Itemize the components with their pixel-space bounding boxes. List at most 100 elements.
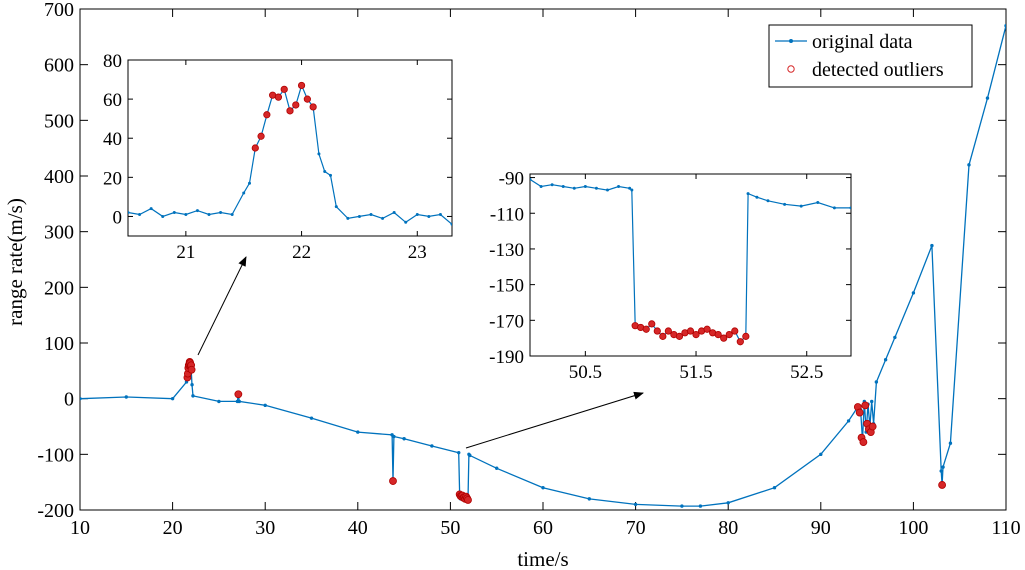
inset-plot-1: 21 22 23 0 20 40 60 80 [103,51,453,263]
main-data-point [846,419,851,423]
main-series-group [80,24,1006,508]
main-data-point [587,497,591,501]
inset1-xtick-label: 21 [176,242,195,263]
main-data-point [468,453,472,458]
inset2-outlier-point [659,332,667,340]
main-data-point [190,383,194,387]
main-ytick-label: 300 [44,222,74,244]
main-data-point [819,452,823,457]
inset2-ytick-label: -90 [499,169,524,190]
inset-plot-2: 50.5 51.5 52.5 -90 -110 -130 -150 -170 -190 [489,169,852,383]
inset2-data-point [583,184,587,188]
legend-label-outliers: detected outliers [812,59,944,81]
inset2-outlier-point [692,330,700,339]
inset1-data-point [427,214,431,218]
inset2-ytick-label: -170 [489,311,524,332]
main-data-point [237,399,241,404]
inset2-ytick-label: -110 [490,204,524,225]
main-ytick-label: 600 [44,55,74,77]
main-data-point [80,396,82,401]
main-data-point [430,444,434,448]
inset2-xtick-label: 52.5 [790,362,823,383]
inset2-outlier-point [642,325,650,333]
main-outlier-point [868,422,877,431]
inset2-outlier-point [648,320,656,328]
inset1-ytick-label: 0 [113,207,123,228]
inset1-data-point [184,212,188,216]
inset2-outlier-point [725,330,733,339]
inset2-outlier-point [714,330,722,339]
inset2-outlier-point [720,334,728,342]
main-data-point [1004,24,1006,28]
arrow-to-inset-1 [197,256,247,356]
inset1-outlier-point [257,132,265,140]
main-ytick-label: 0 [64,389,74,411]
main-xtick-label: 100 [898,517,928,539]
inset1-data-point [450,222,452,226]
inset1-data-point [172,211,176,215]
inset1-data-point [404,220,408,224]
inset2-xtick-label: 50.5 [569,362,602,383]
main-outlier-point [234,390,243,399]
main-original-data-line [80,25,1006,507]
inset1-outlier-point [292,101,300,109]
main-xtick-label: 10 [70,517,90,539]
main-data-point [870,399,874,404]
legend: original data detected outliers [768,24,973,88]
inset1-data-point [230,212,234,216]
inset1-data-point [329,173,332,177]
main-outlier-point [855,408,864,417]
inset2-data-point [617,184,621,188]
x-axis-label: time/s [517,547,568,570]
main-data-point [263,403,267,408]
main-xtick-label: 60 [533,517,553,539]
inset2-data-point [816,201,820,205]
inset1-outlier-point [274,93,283,101]
arrow-to-inset-2 [465,391,644,449]
inset2-data-point [799,204,803,208]
inset1-ytick-label: 20 [103,168,122,189]
main-data-point [948,441,953,445]
main-ytick-label: 400 [44,166,74,188]
inset1-data-point [128,211,130,215]
main-data-point [772,486,777,490]
main-ytick-label: 700 [44,0,74,21]
main-data-point [967,163,971,167]
inset2-outlier-point [703,325,711,333]
main-data-point [874,380,879,384]
inset2-data-point [550,183,554,187]
main-xtick-label: 80 [718,517,738,539]
inset1-data-point [219,211,223,215]
main-ytick-label: 100 [44,333,74,355]
inset2-data-point [849,206,851,210]
inset2-data-point [561,184,565,188]
inset1-data-point [346,216,350,220]
inset2-data-point [539,184,543,188]
inset1-data-point [195,209,199,213]
main-data-point [911,291,916,295]
inset1-data-point [149,207,153,211]
inset2-ytick-label: -190 [489,347,524,368]
inset2-data-point [605,188,609,192]
legend-marker-outlier [787,65,795,73]
main-ytick-label: -200 [37,500,74,522]
main-data-point [680,504,684,508]
inset2-data-point [628,186,632,190]
main-xtick-label: 20 [163,517,183,539]
inset1-data-point [323,169,327,173]
inset1-data-point [357,214,361,218]
inset1-xtick-label: 22 [292,242,311,263]
main-data-point [930,243,934,248]
main-data-point [893,335,897,340]
main-xtick-label: 50 [440,517,460,539]
inset1-data-point [317,152,321,156]
main-data-point [698,504,703,508]
main-outlier-point [861,401,870,410]
inset1-outlier-point [280,85,288,93]
main-data-point [170,396,175,401]
inset2-outlier-point [653,327,661,335]
main-data-point [941,465,945,469]
main-outlier-point [187,365,196,374]
inset1-frame [127,59,453,237]
